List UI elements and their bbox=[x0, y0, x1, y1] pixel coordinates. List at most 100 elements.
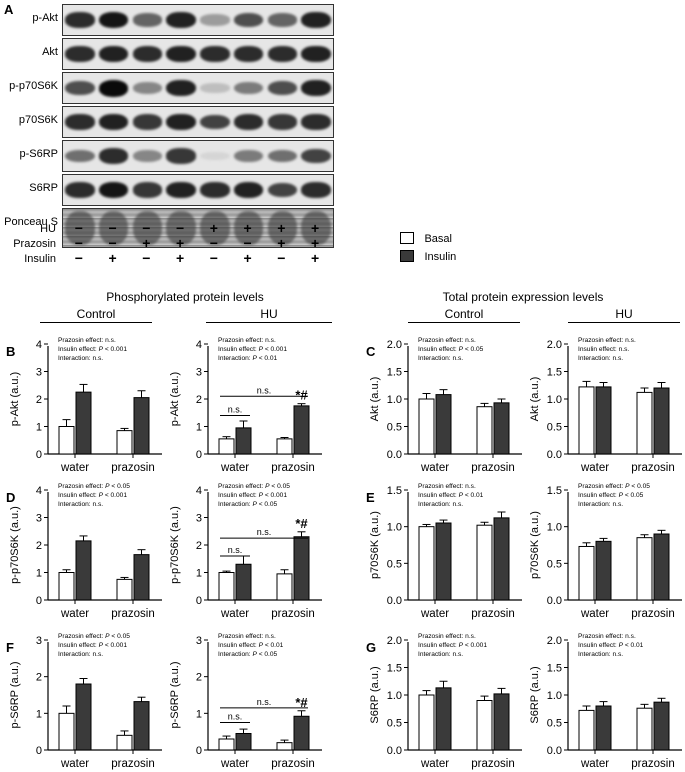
blot-label-akt: Akt bbox=[42, 46, 58, 58]
y-tick-label: 0.5 bbox=[387, 718, 402, 730]
x-tick-label: water bbox=[420, 608, 449, 620]
y-tick-label: 2 bbox=[36, 394, 42, 406]
x-tick-label: prazosin bbox=[111, 608, 154, 620]
blot-band bbox=[98, 211, 129, 245]
stats-line: Interaction: n.s. bbox=[58, 355, 103, 362]
bar-insulin bbox=[133, 554, 150, 601]
stats-line: Interaction: n.s. bbox=[58, 651, 103, 658]
legend-swatch-basal bbox=[400, 231, 414, 244]
panel-letter-d: D bbox=[6, 490, 15, 505]
section-title-total: Total protein expression levels bbox=[442, 290, 604, 304]
condition-sign: − bbox=[176, 220, 185, 236]
stats-line: Interaction: P < 0.05 bbox=[218, 651, 278, 658]
x-tick-label: water bbox=[420, 462, 449, 474]
stats-line: Prazosin effect: P < 0.05 bbox=[58, 633, 130, 640]
bar-insulin bbox=[595, 705, 612, 751]
stats-line: Insulin effect: P < 0.001 bbox=[58, 346, 127, 353]
x-tick-label: prazosin bbox=[471, 758, 514, 770]
condition-sign: + bbox=[311, 220, 320, 236]
x-tick-label: water bbox=[220, 462, 249, 474]
x-tick-label: prazosin bbox=[271, 608, 314, 620]
group-underline-hu-left bbox=[206, 322, 332, 323]
bar-basal bbox=[58, 426, 75, 455]
blot-band bbox=[98, 79, 129, 97]
blot-band bbox=[65, 211, 95, 245]
significance-marker: *# bbox=[295, 516, 308, 531]
stats-line: Interaction: P < 0.01 bbox=[218, 355, 278, 362]
blot-row bbox=[62, 4, 334, 36]
stats-line: Interaction: n.s. bbox=[418, 501, 463, 508]
blot-row bbox=[62, 174, 334, 206]
blot-band bbox=[200, 182, 230, 198]
bar-insulin bbox=[493, 517, 510, 601]
condition-sign: + bbox=[311, 250, 320, 266]
blot-band bbox=[132, 114, 163, 130]
stats-line: Insulin effect: P < 0.001 bbox=[58, 492, 127, 499]
y-tick-label: 1 bbox=[36, 422, 42, 434]
panel-letter-a: A bbox=[4, 2, 14, 17]
x-tick-label: prazosin bbox=[471, 608, 514, 620]
y-tick-label: 2 bbox=[196, 394, 202, 406]
stats-line: Insulin effect: P < 0.001 bbox=[218, 346, 287, 353]
stats-line: Interaction: P < 0.05 bbox=[218, 501, 278, 508]
blot-row bbox=[62, 38, 334, 70]
stats-line: Prazosin effect: n.s. bbox=[578, 633, 636, 640]
y-axis-label: p-S6RP (a.u.) bbox=[169, 661, 181, 728]
condition-sign: + bbox=[176, 250, 185, 266]
stats-line: Interaction: n.s. bbox=[578, 651, 623, 658]
y-tick-label: 0 bbox=[196, 595, 202, 607]
group-title-control-right: Control bbox=[444, 307, 484, 321]
blot-band bbox=[200, 114, 230, 130]
bar-insulin bbox=[133, 397, 150, 455]
y-tick-label: 2.0 bbox=[387, 339, 402, 351]
blot-band bbox=[200, 46, 230, 62]
bar-insulin bbox=[293, 536, 310, 601]
x-tick-label: water bbox=[220, 758, 249, 770]
y-axis-label: p-S6RP (a.u.) bbox=[9, 661, 21, 728]
blot-band bbox=[200, 14, 230, 26]
bar-insulin bbox=[75, 540, 92, 601]
y-tick-label: 0 bbox=[36, 595, 42, 607]
significance-label-long: n.s. bbox=[257, 385, 272, 395]
condition-sign: − bbox=[74, 235, 83, 251]
condition-sign: − bbox=[108, 220, 117, 236]
condition-sign: − bbox=[142, 220, 151, 236]
y-tick-label: 0.0 bbox=[547, 595, 562, 607]
y-axis-label: p-Akt (a.u.) bbox=[169, 372, 181, 426]
panel-letter-c: C bbox=[366, 344, 376, 359]
y-tick-label: 4 bbox=[196, 485, 202, 497]
blot-band bbox=[65, 46, 95, 62]
blot-band bbox=[98, 113, 129, 131]
blot-band bbox=[301, 182, 331, 198]
blot-band bbox=[301, 148, 331, 164]
blot-band bbox=[65, 182, 95, 198]
condition-sign: − bbox=[243, 235, 252, 251]
condition-label-insulin: Insulin bbox=[24, 253, 56, 265]
blot-band bbox=[233, 46, 264, 62]
y-axis-label: p-p70S6K (a.u.) bbox=[169, 506, 181, 584]
y-tick-label: 0.0 bbox=[547, 449, 562, 461]
panel-letter-b: B bbox=[6, 344, 15, 359]
y-tick-label: 1.0 bbox=[387, 522, 402, 534]
blot-band bbox=[301, 114, 331, 130]
y-tick-label: 1.5 bbox=[387, 485, 402, 497]
blot-band bbox=[200, 151, 230, 161]
blot-band bbox=[65, 114, 95, 130]
bar-basal bbox=[116, 578, 133, 601]
y-tick-label: 0.5 bbox=[547, 718, 562, 730]
y-tick-label: 0 bbox=[196, 745, 202, 757]
condition-sign: + bbox=[277, 220, 286, 236]
y-axis-label: p70S6K (a.u.) bbox=[369, 511, 381, 579]
blot-band bbox=[132, 211, 163, 245]
x-tick-label: water bbox=[580, 608, 609, 620]
panel-letter-f: F bbox=[6, 640, 14, 655]
y-tick-label: 1.5 bbox=[387, 663, 402, 675]
stats-line: Insulin effect: n.s. bbox=[578, 346, 629, 353]
blot-row bbox=[62, 106, 334, 138]
stats-line: Interaction: n.s. bbox=[418, 651, 463, 658]
bar-insulin bbox=[133, 701, 150, 751]
blot-band bbox=[267, 211, 298, 245]
bar-basal bbox=[636, 391, 653, 455]
condition-sign: − bbox=[108, 235, 117, 251]
